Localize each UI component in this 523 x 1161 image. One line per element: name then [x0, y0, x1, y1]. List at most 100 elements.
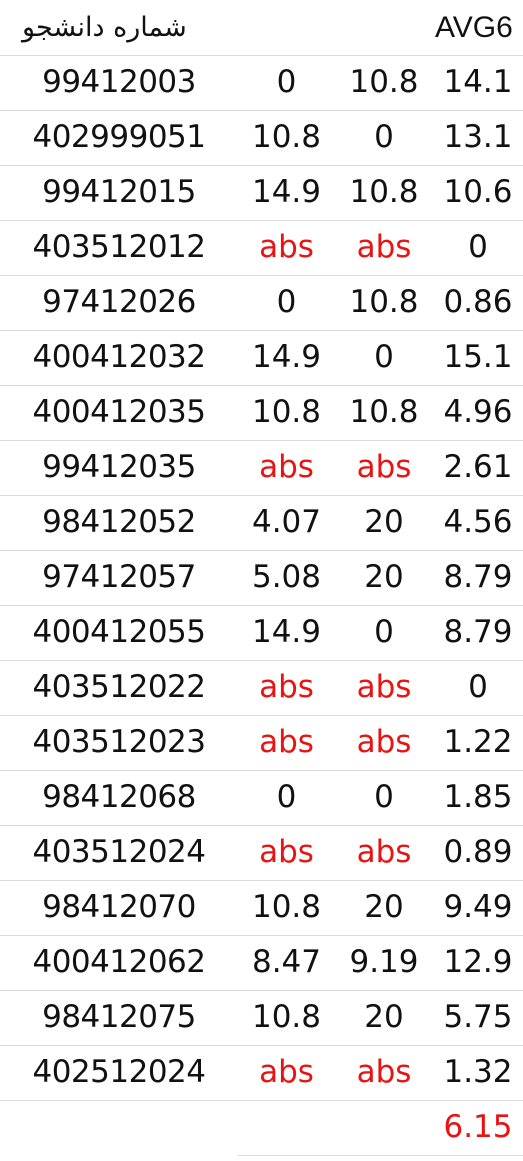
score-b-cell[interactable]: 0 — [374, 339, 394, 375]
row-divider — [0, 880, 523, 881]
score-a-cell[interactable]: abs — [259, 834, 314, 870]
student-id-cell[interactable]: 400412032 — [32, 339, 206, 375]
avg-cell[interactable]: 2.61 — [443, 449, 513, 485]
score-a-cell[interactable]: 10.8 — [251, 889, 322, 925]
score-b-cell[interactable]: 10.8 — [349, 284, 419, 320]
avg-cell[interactable]: 0 — [468, 669, 488, 705]
score-a-cell[interactable]: 10.8 — [251, 119, 322, 155]
table-row: 98412075 10.8 20 5.75 — [0, 990, 523, 1045]
student-id-cell[interactable]: 97412026 — [42, 284, 196, 320]
avg-cell[interactable]: 8.79 — [443, 559, 513, 595]
score-b-cell[interactable]: 0 — [374, 779, 394, 815]
row-divider — [238, 1155, 433, 1156]
score-a-header[interactable] — [238, 0, 335, 55]
score-a-cell[interactable]: abs — [259, 1054, 314, 1090]
score-b-header[interactable] — [335, 0, 433, 55]
header-row: شماره دانشجو AVG6 — [0, 0, 523, 55]
avg-cell[interactable]: 0.86 — [443, 284, 513, 320]
score-a-cell[interactable]: 0 — [276, 779, 297, 815]
score-a-cell[interactable]: 4.07 — [251, 504, 322, 540]
student-id-cell[interactable]: 402999051 — [32, 119, 206, 155]
table-row: 400412032 14.9 0 15.1 — [0, 330, 523, 385]
score-b-cell[interactable]: 0 — [374, 119, 394, 155]
avg-cell[interactable]: 5.75 — [443, 999, 513, 1035]
avg-cell[interactable]: 1.85 — [443, 779, 513, 815]
avg-cell[interactable]: 8.79 — [443, 614, 513, 650]
avg-cell[interactable]: 13.1 — [443, 119, 513, 155]
table-row: 403512012 abs abs 0 — [0, 220, 523, 275]
score-b-cell[interactable]: abs — [356, 229, 412, 265]
row-divider — [0, 770, 523, 771]
score-b-cell[interactable]: 10.8 — [349, 174, 419, 210]
score-b-cell[interactable]: 9.19 — [349, 944, 419, 980]
student-id-cell[interactable]: 400412055 — [32, 614, 206, 650]
score-b-cell[interactable]: abs — [356, 724, 412, 760]
student-id-cell[interactable]: 403512024 — [32, 834, 206, 870]
score-b-cell[interactable]: 0 — [374, 614, 394, 650]
row-divider — [0, 825, 523, 826]
avg-total-cell[interactable]: 6.15 — [443, 1109, 513, 1145]
score-b-cell[interactable]: 10.8 — [349, 64, 419, 100]
avg-cell[interactable]: 15.1 — [443, 339, 513, 375]
row-divider — [0, 935, 523, 936]
score-b-cell[interactable]: 20 — [364, 999, 404, 1035]
avg-cell[interactable]: 4.96 — [443, 394, 513, 430]
score-b-cell[interactable]: abs — [356, 449, 412, 485]
student-id-cell[interactable]: 402512024 — [32, 1054, 206, 1090]
score-a-cell[interactable]: 10.8 — [251, 999, 322, 1035]
avg-cell[interactable]: 0 — [468, 229, 488, 265]
score-a-cell[interactable]: abs — [259, 669, 314, 705]
student-id-cell[interactable]: 98412075 — [42, 999, 196, 1035]
avg-cell[interactable]: 4.56 — [443, 504, 513, 540]
score-b-cell[interactable]: 20 — [364, 504, 404, 540]
avg-cell[interactable]: 1.22 — [443, 724, 513, 760]
score-b-cell[interactable]: abs — [356, 1054, 412, 1090]
student-id-cell[interactable]: 97412057 — [42, 559, 196, 595]
table-row: 98412052 4.07 20 4.56 — [0, 495, 523, 550]
score-b-cell[interactable]: abs — [356, 669, 412, 705]
score-a-cell[interactable]: abs — [259, 449, 314, 485]
student-id-cell[interactable]: 403512022 — [32, 669, 206, 705]
row-divider — [0, 110, 523, 111]
student-id-cell[interactable]: 99412015 — [42, 174, 196, 210]
student-id-cell[interactable]: 99412035 — [42, 449, 196, 485]
score-b-cell[interactable]: 10.8 — [349, 394, 419, 430]
avg-header[interactable]: AVG6 — [435, 11, 513, 44]
row-divider — [0, 990, 523, 991]
table-row: 402512024 abs abs 1.32 — [0, 1045, 523, 1100]
student-id-cell[interactable]: 99412003 — [42, 64, 196, 100]
student-id-cell[interactable]: 403512023 — [32, 724, 206, 760]
score-a-cell[interactable]: 8.47 — [251, 944, 322, 980]
score-a-cell[interactable]: abs — [259, 229, 314, 265]
row-divider — [433, 1155, 523, 1156]
score-a-cell[interactable]: 14.9 — [251, 339, 322, 375]
student-id-cell[interactable]: 98412070 — [42, 889, 196, 925]
avg-cell[interactable]: 14.1 — [443, 64, 513, 100]
student-id-cell[interactable]: 400412062 — [32, 944, 206, 980]
student-id-header[interactable]: شماره دانشجو — [22, 12, 187, 43]
score-a-cell[interactable]: 0 — [276, 64, 297, 100]
table-row: 99412015 14.9 10.8 10.6 — [0, 165, 523, 220]
student-id-cell[interactable]: 400412035 — [32, 394, 206, 430]
avg-cell[interactable]: 12.9 — [443, 944, 513, 980]
score-b-cell[interactable]: 20 — [364, 559, 404, 595]
score-b-cell[interactable]: abs — [356, 834, 412, 870]
score-a-cell[interactable]: 5.08 — [251, 559, 322, 595]
avg-cell[interactable]: 0.89 — [443, 834, 513, 870]
student-id-cell[interactable]: 98412052 — [42, 504, 196, 540]
avg-cell[interactable]: 9.49 — [443, 889, 513, 925]
avg-cell[interactable]: 1.32 — [443, 1054, 513, 1090]
student-id-cell[interactable]: 98412068 — [42, 779, 196, 815]
score-a-cell[interactable]: 10.8 — [251, 394, 322, 430]
score-a-cell[interactable]: 14.9 — [251, 174, 322, 210]
table-row: 99412003 0 10.8 14.1 — [0, 55, 523, 110]
score-b-cell[interactable]: 20 — [364, 889, 404, 925]
student-id-cell[interactable]: 403512012 — [32, 229, 206, 265]
score-a-cell[interactable]: 14.9 — [251, 614, 322, 650]
avg-cell[interactable]: 10.6 — [443, 174, 513, 210]
row-divider — [0, 550, 523, 551]
table-row: 400412062 8.47 9.19 12.9 — [0, 935, 523, 990]
score-a-cell[interactable]: 0 — [276, 284, 297, 320]
score-a-cell[interactable]: abs — [259, 724, 314, 760]
